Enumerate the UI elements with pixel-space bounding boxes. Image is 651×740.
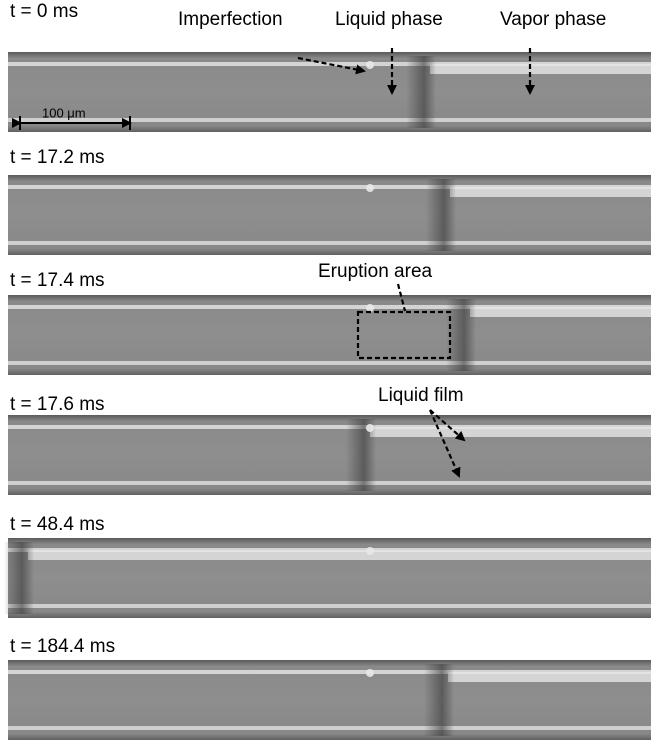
- scale-label: 100 μm: [42, 105, 86, 120]
- frame: [8, 415, 651, 495]
- frame: [8, 175, 651, 255]
- imperfection: [366, 547, 374, 555]
- eruption-box: [356, 310, 452, 360]
- meniscus: [424, 664, 454, 736]
- vapor: [470, 307, 651, 317]
- vapor: [450, 187, 651, 197]
- vapor: [28, 550, 651, 560]
- annotation: Liquid film: [378, 385, 464, 406]
- meniscus: [406, 56, 436, 128]
- wall-bottom: [8, 481, 651, 485]
- frames: [4, 52, 651, 740]
- annotation: Vapor phase: [500, 9, 606, 30]
- frame: [4, 538, 651, 618]
- annotation: Imperfection: [178, 9, 283, 30]
- annotation: Liquid phase: [335, 9, 443, 30]
- imperfection: [366, 424, 374, 432]
- arrow: [297, 56, 366, 75]
- imperfection: [366, 61, 374, 69]
- wall-top: [8, 185, 651, 189]
- vapor: [370, 427, 651, 437]
- frame-label: t = 17.6 ms: [10, 394, 105, 415]
- vapor: [430, 64, 651, 74]
- frame-label: t = 17.4 ms: [10, 270, 105, 291]
- wall-bottom: [8, 241, 651, 245]
- frame-label: t = 17.2 ms: [10, 147, 105, 168]
- frame: [8, 295, 651, 375]
- wall-top: [8, 670, 651, 674]
- annotation: Eruption area: [318, 261, 433, 282]
- wall-top: [8, 425, 651, 429]
- leader: [396, 283, 407, 312]
- meniscus: [4, 542, 34, 614]
- wall-bottom: [8, 604, 651, 608]
- frame-label: t = 0 ms: [10, 1, 78, 22]
- wall-bottom: [8, 118, 651, 122]
- imperfection: [366, 184, 374, 192]
- wall-bottom: [8, 361, 651, 365]
- frame-label: t = 48.4 ms: [10, 514, 105, 535]
- imperfection: [366, 669, 374, 677]
- frame-labels: t = 0 ms t = 17.2 ms t = 17.4 ms t = 17.6 m…: [10, 1, 115, 657]
- meniscus: [426, 179, 456, 251]
- vapor: [448, 672, 651, 682]
- frame-label: t = 184.4 ms: [10, 636, 115, 657]
- wall-top: [8, 305, 651, 309]
- wall-bottom: [8, 726, 651, 730]
- arrow: [428, 409, 461, 478]
- imperfection: [366, 304, 374, 312]
- frame: [8, 660, 651, 740]
